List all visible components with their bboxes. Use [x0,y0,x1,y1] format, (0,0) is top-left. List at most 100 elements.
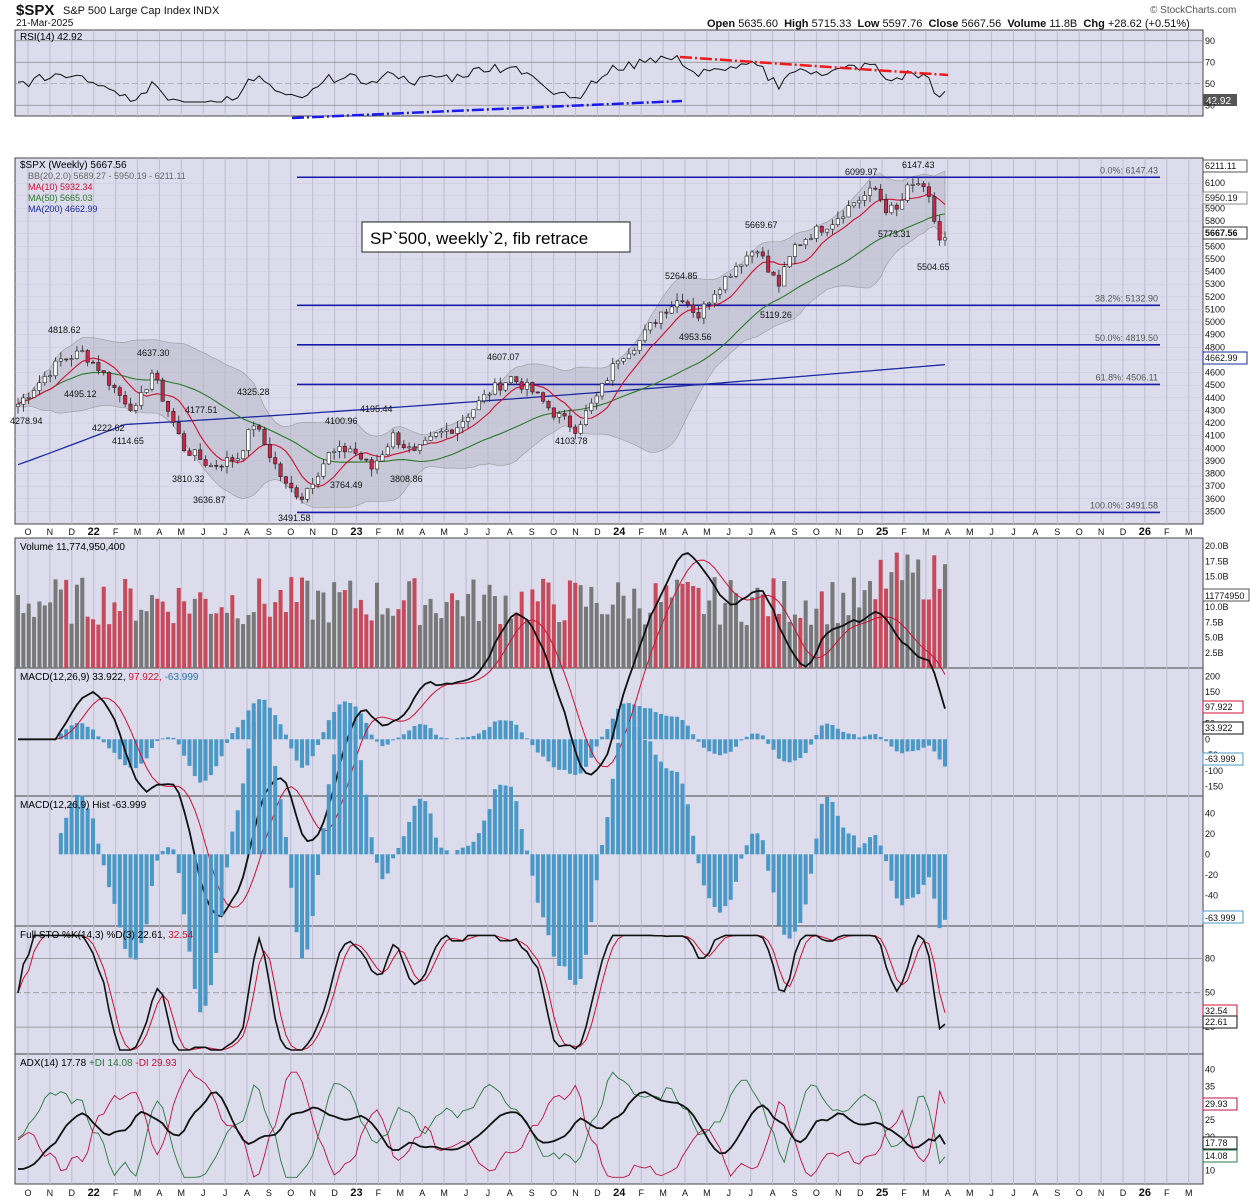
hist-bar [884,854,889,862]
hist-bar [364,794,369,855]
time-tick-top: 22 [88,526,100,538]
adx-value-tag [1202,1097,1238,1111]
macd-hist-bar [64,729,69,740]
volume-bar [760,594,765,668]
candle [846,205,851,218]
candle [803,239,808,246]
candle [224,457,229,467]
volume-bar [407,581,412,668]
candle [278,463,283,478]
macd-hist-bar [433,734,438,740]
volume-bar [128,588,133,668]
price-tick: 4400 [1205,393,1225,403]
candle [835,218,840,225]
rsi-value-label: 42.92 [1206,96,1231,107]
volume-bar [262,603,267,668]
time-tick-top: J [989,527,994,537]
security-name: S&P 500 Large Cap Index [63,5,191,17]
volume-bar [664,585,669,668]
volume-bar [160,601,165,668]
volume-bar [246,614,251,668]
hist-bar [289,854,294,888]
volume-bar [198,592,203,668]
time-tick-top: O [24,527,31,537]
macd-hist-bar [198,739,203,783]
hist-bar [653,754,658,855]
candle [862,195,867,201]
candle [230,457,235,461]
hist-bar [348,721,353,855]
candle [583,410,588,425]
price-legend-ma50: MA(50) 5665.03 [28,193,93,203]
volume-bar [557,622,562,668]
macd-hist-bar [160,738,165,740]
candle [123,395,128,405]
time-tick-top: F [901,527,907,537]
price-panel [14,157,1204,525]
adx-tick: 10 [1205,1166,1215,1176]
volume-bar [37,601,42,668]
adx-tick: 25 [1205,1115,1215,1125]
rsi-resistance-trendline [679,55,949,77]
hist-bar [417,798,422,855]
hist-bar [873,835,878,855]
candle [433,432,438,437]
time-tick-bottom: N [835,1188,842,1198]
hist-bar [64,817,69,855]
volume-bar [187,613,192,668]
volume-bar [728,580,733,668]
macd-hist-bar [117,739,122,760]
macd-value-label: 97.922 [1205,702,1233,712]
candle [117,387,122,396]
hist-bar [776,854,781,926]
macd-hist-bar [91,729,96,740]
volume-bar [348,580,353,668]
volume-bar [750,597,755,668]
volume-bar [364,614,369,668]
hist-bar [460,847,465,855]
macd-hist-bar [626,703,631,740]
macd-hist-bar [739,739,744,741]
price-extreme-label: 6147.43 [902,160,935,170]
macd-hist-bar [530,739,535,746]
macd-hist-bar [616,708,621,740]
hist-bar [176,854,181,874]
candle [128,403,133,411]
macd-hist-bar [214,739,219,767]
candle [326,452,331,465]
hist-bar [943,854,947,920]
hist-bar [755,833,760,855]
macd-hist-bar [819,725,824,740]
macd-hist-bar [825,723,830,740]
macd-hist-bar [594,739,599,747]
macd-hist-bar [541,739,546,757]
volume-bar [235,618,240,668]
macd-hist-bar [476,733,481,740]
hist-bar [369,837,374,855]
candle [653,322,658,324]
volume-bar [42,605,47,668]
volume-bar [632,588,637,668]
macd-hist-bar [862,736,867,740]
macd-hist-bar [460,737,465,740]
rsi-legend: RSI(14) 42.92 [20,32,83,43]
time-tick-bottom: D [1120,1188,1127,1198]
candle [942,237,947,241]
hist-bar [358,760,363,855]
rsi-support-trendline [291,99,683,120]
time-tick-bottom: J [223,1188,228,1198]
candle [299,496,304,500]
candle [455,427,460,434]
candle [530,382,535,393]
time-tick-top: M [922,527,930,537]
candle [755,251,760,254]
hist-bar [728,854,733,900]
volume-bar [851,577,856,668]
plus-di-line [17,1071,946,1178]
hist-bar [321,828,326,855]
macd-hist-bar [600,736,605,740]
macd-hist-bar [664,715,669,740]
candle [691,304,696,313]
time-tick-bottom: M [659,1188,667,1198]
macd-hist-bar [776,739,781,759]
